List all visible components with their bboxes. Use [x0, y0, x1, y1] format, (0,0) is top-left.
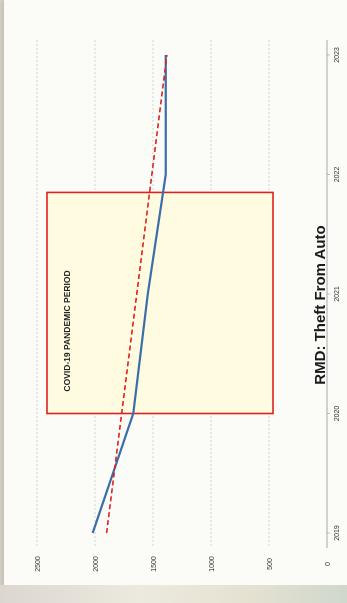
value-tick-label: 2000: [93, 556, 100, 572]
value-tick-label: 1000: [209, 556, 216, 572]
category-tick-label: 2023: [334, 47, 341, 63]
value-tick-label: 2500: [35, 556, 42, 572]
value-tick-label: 1500: [151, 556, 158, 572]
chart-title: RMD: Theft From Auto: [312, 225, 329, 384]
highlight-layer: COVID-19 PANDEMIC PERIOD: [46, 191, 274, 415]
category-tick-label: 2022: [334, 167, 341, 183]
series-layer: [91, 54, 168, 534]
highlight-label: COVID-19 PANDEMIC PERIOD: [62, 270, 72, 391]
trendline: [105, 54, 168, 534]
highlight-box: [46, 191, 274, 415]
desk-background: [0, 585, 347, 603]
axis-layer: 0 500 1000 1500 2000 2500 2019 2020 2021 2022 2023: [35, 40, 341, 572]
category-tick-label: 2019: [334, 525, 341, 541]
category-tick-label: 2021: [334, 286, 341, 302]
value-tick-label: 0: [325, 562, 332, 566]
value-tick-label: 500: [267, 558, 274, 570]
category-tick-label: 2020: [334, 406, 341, 422]
series-line: [91, 55, 167, 534]
